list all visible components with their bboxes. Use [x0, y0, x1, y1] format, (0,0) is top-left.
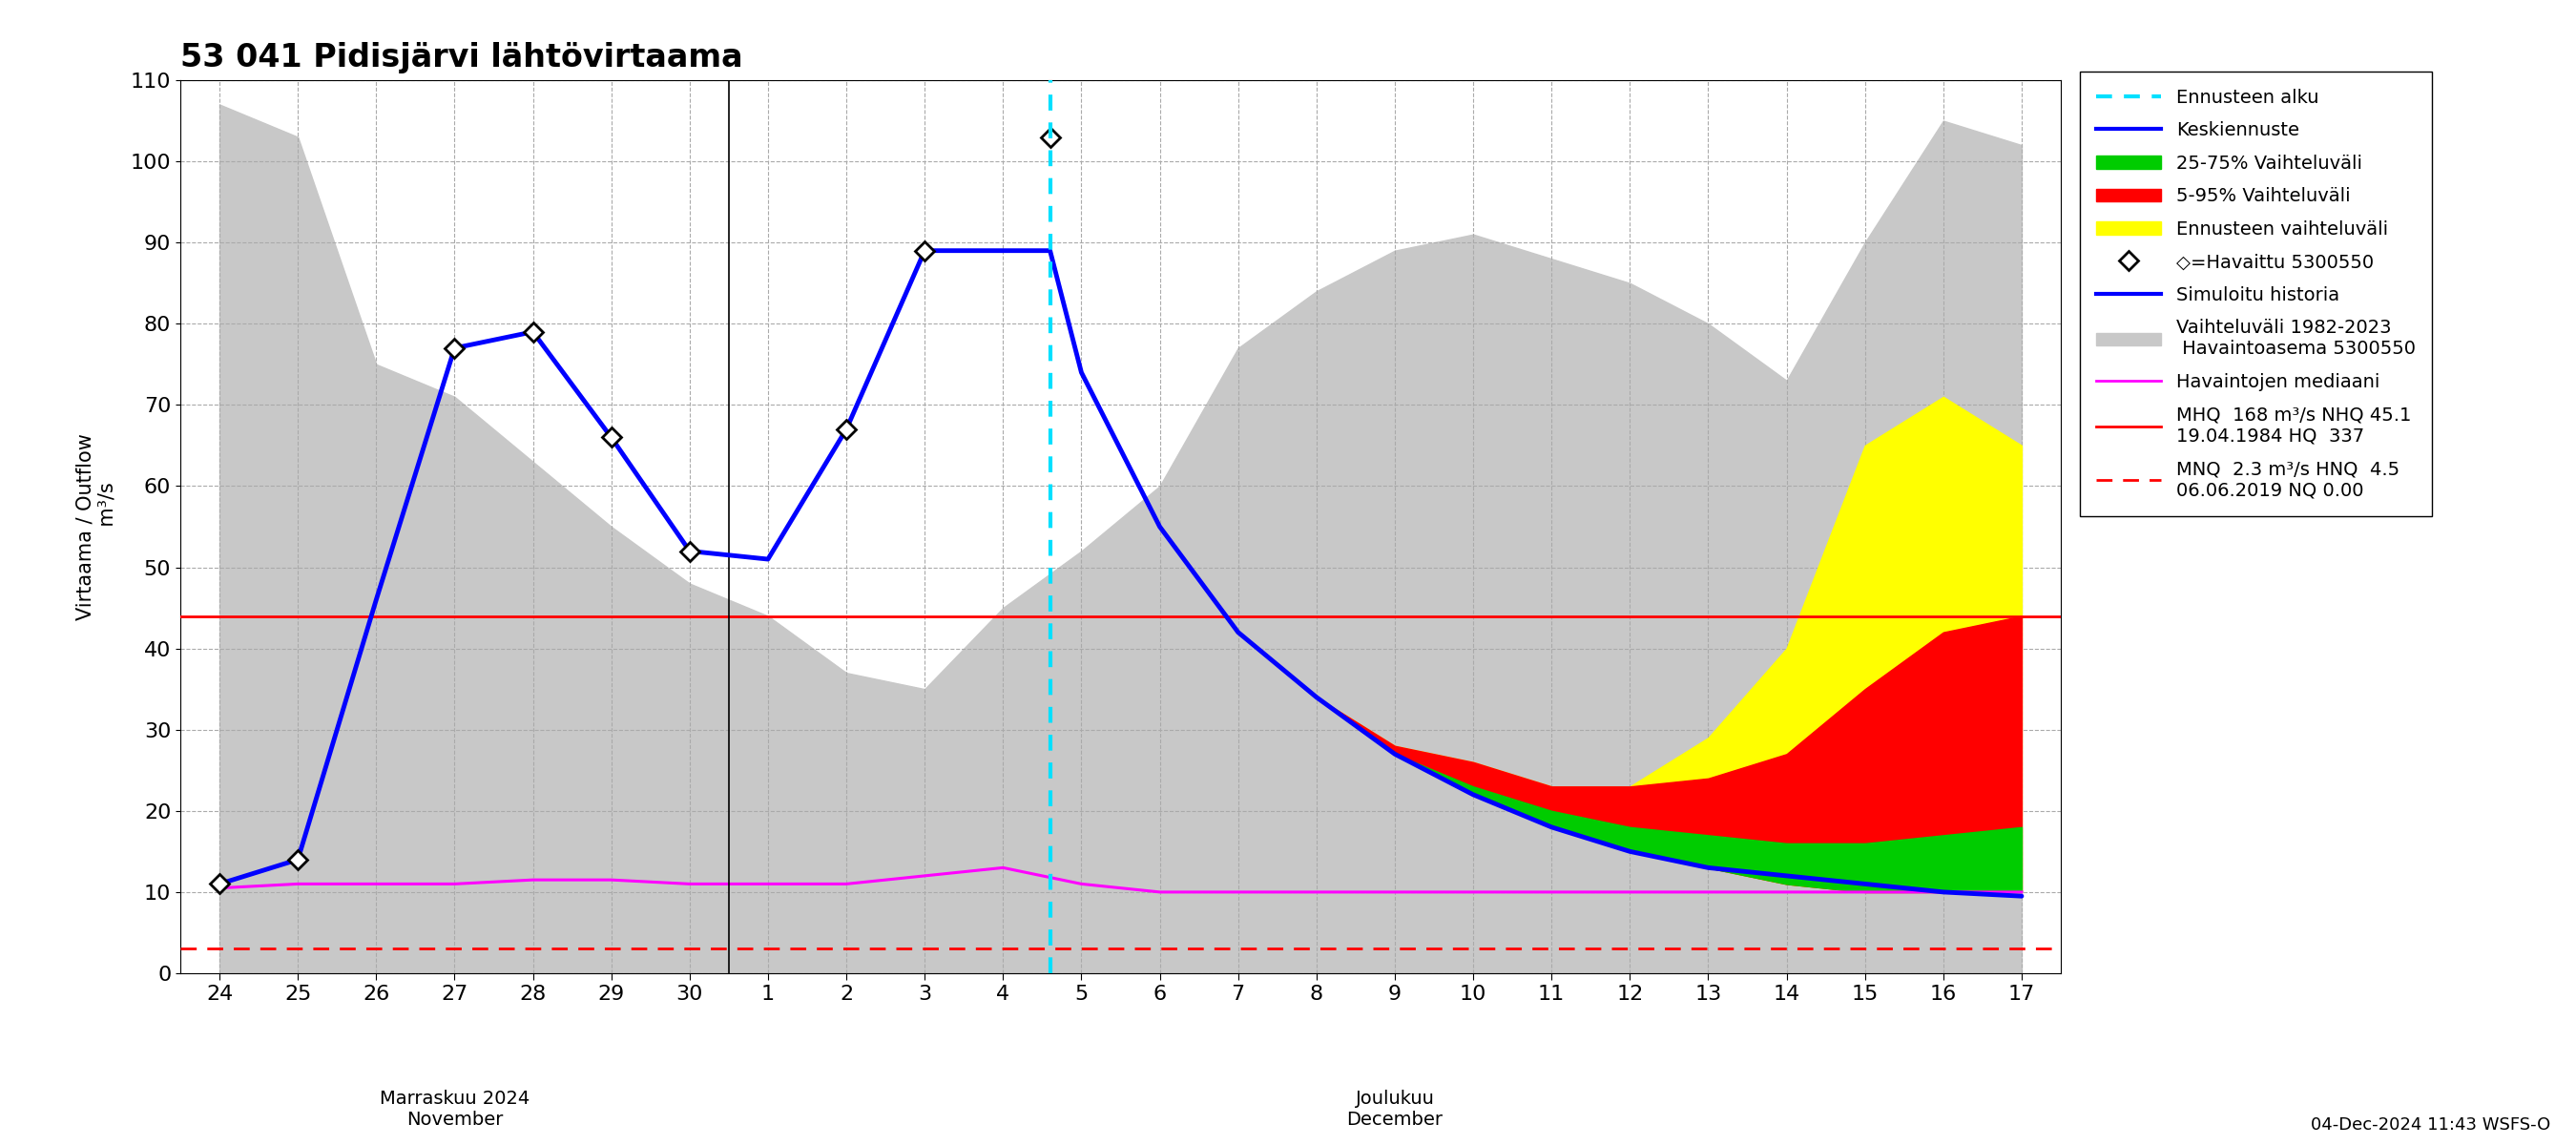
Text: 53 041 Pidisjärvi lähtövirtaama: 53 041 Pidisjärvi lähtövirtaama — [180, 42, 742, 73]
Y-axis label: Virtaama / Outflow
       m³/s: Virtaama / Outflow m³/s — [75, 433, 116, 621]
Legend: Ennusteen alku, Keskiennuste, 25-75% Vaihteluväli, 5-95% Vaihteluväli, Ennusteen: Ennusteen alku, Keskiennuste, 25-75% Vai… — [2079, 72, 2432, 515]
Text: Joulukuu
December: Joulukuu December — [1347, 1089, 1443, 1129]
Text: Marraskuu 2024
November: Marraskuu 2024 November — [379, 1089, 531, 1129]
Text: 04-Dec-2024 11:43 WSFS-O: 04-Dec-2024 11:43 WSFS-O — [2311, 1116, 2550, 1134]
